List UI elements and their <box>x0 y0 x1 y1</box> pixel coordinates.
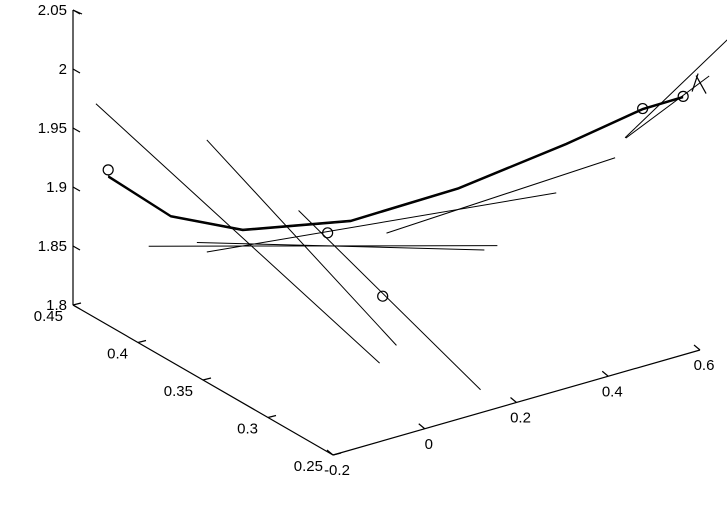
y-tick-label: 0.25 <box>294 458 323 475</box>
x-tick-label: 0 <box>425 436 433 453</box>
tangent-segment <box>625 34 727 137</box>
data-marker <box>323 228 333 238</box>
z-tick-label: 1.9 <box>46 179 67 196</box>
x-tick-label: 0.2 <box>510 410 531 427</box>
x-tick-label: 0.4 <box>602 383 623 400</box>
tangent-segment <box>207 193 556 252</box>
tangent-segment <box>207 140 397 345</box>
z-tick-label: 2 <box>59 61 67 78</box>
y-tick-label: 0.45 <box>34 308 63 325</box>
z-tick-label: 1.95 <box>38 120 67 137</box>
arrow-tick <box>692 74 698 92</box>
x-tick-label: -0.2 <box>324 462 350 479</box>
z-tick-label: 2.05 <box>38 2 67 19</box>
tangent-segment <box>387 158 616 233</box>
3d-plot: 1.81.851.91.9522.050.250.30.350.40.45-0.… <box>0 0 727 513</box>
main-curve <box>108 96 683 229</box>
z-tick-label: 1.85 <box>38 238 67 255</box>
tangent-segment <box>96 104 380 363</box>
data-marker <box>103 165 113 175</box>
x-tick-label: 0.6 <box>694 357 715 374</box>
y-tick-label: 0.35 <box>164 383 193 400</box>
y-tick-label: 0.3 <box>237 421 258 438</box>
y-tick-label: 0.4 <box>107 346 128 363</box>
